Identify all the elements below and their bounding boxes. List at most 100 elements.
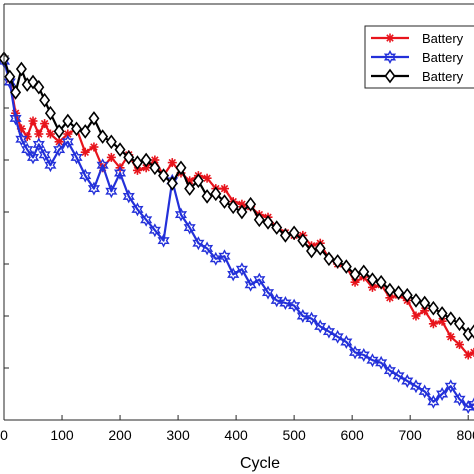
hexagram-shape [140, 212, 153, 227]
data-point [174, 207, 188, 222]
data-point [131, 155, 143, 170]
diamond-shape [436, 306, 448, 321]
diamond-shape [123, 150, 135, 165]
data-point [26, 150, 40, 165]
data-point [40, 119, 50, 129]
legend: Battery Battery Battery [364, 25, 474, 89]
diamond-shape [79, 124, 91, 139]
diamond-shape [210, 186, 222, 202]
hexagram-shape [467, 397, 474, 412]
data-point [288, 225, 300, 241]
diamond-shape [218, 194, 230, 209]
data-point [10, 85, 22, 100]
asterisk-stroke [133, 166, 142, 175]
diamond-shape [114, 142, 126, 157]
hexagram-shape [340, 334, 353, 350]
data-point [166, 176, 178, 191]
hexagram-shape [113, 165, 127, 181]
diamond-shape [166, 176, 178, 191]
diamond-shape [393, 285, 405, 300]
data-point [33, 79, 45, 95]
data-point [157, 233, 170, 248]
data-point [15, 61, 27, 77]
legend-item-1: Battery [371, 31, 464, 46]
asterisk-stroke [29, 117, 37, 125]
asterisk-stroke [46, 130, 55, 138]
diamond-shape [184, 181, 196, 196]
data-point [105, 134, 117, 150]
data-point [401, 373, 414, 389]
asterisk-stroke [351, 278, 359, 286]
hexagram-shape [183, 220, 196, 235]
asterisk-stroke [386, 294, 394, 302]
data-point [201, 189, 213, 204]
data-point [296, 308, 309, 324]
diamond-shape [453, 316, 465, 332]
data-point [201, 241, 214, 256]
data-point [218, 194, 230, 209]
data-point [401, 287, 413, 303]
data-point [192, 236, 205, 251]
x-tick-label: 500 [282, 427, 306, 443]
asterisk-stroke [203, 174, 211, 182]
data-point [348, 345, 362, 360]
data-point [427, 394, 440, 409]
asterisk-stroke [168, 158, 177, 167]
hexagram-shape [15, 132, 28, 147]
diamond-shape [131, 155, 143, 170]
data-point [453, 316, 465, 332]
data-point [253, 212, 265, 228]
diamond-shape [245, 196, 257, 212]
hexagram-shape [348, 345, 362, 360]
asterisk-stroke [40, 119, 49, 128]
hexagram-shape [235, 262, 248, 277]
hexagram-shape [148, 223, 161, 238]
data-point [462, 399, 474, 415]
data-point [331, 329, 344, 344]
data-point [392, 368, 405, 383]
data-point [468, 324, 474, 339]
data-point [314, 241, 326, 256]
hexagram-shape [38, 147, 51, 162]
x-tick-label: 300 [166, 427, 190, 443]
data-point [236, 204, 248, 220]
data-point [288, 298, 301, 313]
data-point [453, 392, 466, 407]
diamond-shape [384, 68, 396, 84]
hexagram-shape [375, 355, 388, 370]
hexagram-shape [427, 394, 440, 409]
hexagram-shape [157, 233, 170, 248]
data-point [71, 121, 83, 137]
data-point [158, 168, 170, 183]
legend-label: Battery [422, 50, 464, 65]
asterisk-stroke [470, 351, 474, 357]
data-point [314, 319, 327, 334]
asterisk-stroke [35, 130, 43, 138]
hexagram-shape [392, 368, 405, 383]
diamond-shape [253, 212, 265, 228]
asterisk-stroke [386, 34, 394, 42]
data-point [131, 202, 144, 217]
hexagram-shape [409, 379, 423, 394]
data-point [297, 233, 309, 248]
diamond-shape [10, 85, 22, 100]
diamond-shape [384, 282, 396, 298]
data-point [140, 212, 153, 227]
x-tick-label: 200 [108, 427, 132, 443]
data-point [79, 168, 92, 183]
data-point [113, 165, 127, 181]
asterisk-stroke [90, 143, 98, 151]
diamond-shape [314, 241, 326, 256]
data-point [32, 137, 45, 152]
data-point [53, 124, 65, 139]
data-point [409, 379, 423, 394]
hexagram-shape [444, 379, 457, 394]
hexagram-shape [357, 347, 370, 363]
x-tick-label: 400 [224, 427, 248, 443]
data-point [469, 347, 474, 357]
diamond-shape [262, 215, 274, 230]
diamond-shape [71, 121, 83, 137]
diamond-shape [149, 160, 161, 176]
data-point [375, 274, 387, 290]
legend-marker [384, 68, 396, 84]
